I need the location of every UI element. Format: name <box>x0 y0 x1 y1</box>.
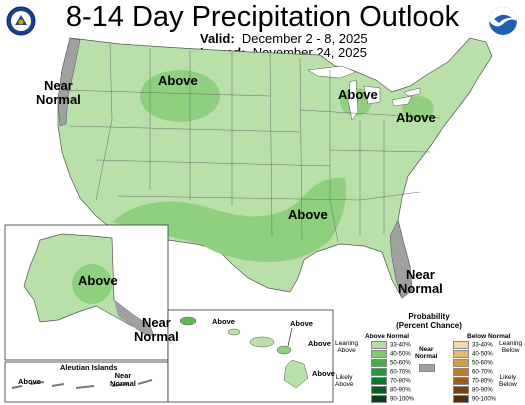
legend-above-row: 60-70% <box>371 368 411 376</box>
legend-above-swatch <box>371 350 387 358</box>
legend-below-row: 80-90% <box>453 386 493 394</box>
florida-near-normal-area <box>389 219 413 299</box>
legend-above-label: 40-50% <box>390 351 411 358</box>
legend-above-row: 50-60% <box>371 359 411 367</box>
legend-above-label: 80-90% <box>390 387 411 394</box>
label-florida-near-normal: Near Normal <box>398 267 443 296</box>
legend-likely-below: Likely Below <box>499 374 517 388</box>
legend-above-label: 90-100% <box>390 396 415 403</box>
legend-above-header: Above Normal <box>365 333 410 340</box>
legend-above-swatch <box>371 386 387 394</box>
hawaii-oahu <box>227 328 241 336</box>
legend-below-swatch <box>453 341 469 349</box>
mountain-above-area <box>140 70 220 122</box>
legend-below-swatch <box>453 377 469 385</box>
northeast-above-area <box>402 96 434 120</box>
legend-above-label: 70-80% <box>390 378 411 385</box>
legend-below-row: 70-80% <box>453 377 493 385</box>
legend-below-row: 33-40% <box>453 341 493 349</box>
legend-above-row: 33-40% <box>371 341 411 349</box>
valid-label: Valid: <box>200 31 235 46</box>
legend-below-row: 90-100% <box>453 395 496 403</box>
legend-below-swatch <box>453 368 469 376</box>
legend-below-row: 50-60% <box>453 359 493 367</box>
hawaii-maui-group <box>249 336 275 348</box>
legend-above-row: 40-50% <box>371 350 411 358</box>
legend-below-label: 70-80% <box>472 378 493 385</box>
doc-seal-icon <box>6 6 36 36</box>
state-borders <box>61 43 441 243</box>
label-aleutian-above: Above <box>18 377 41 386</box>
label-great-lakes-above: Above <box>338 87 378 102</box>
legend-below-swatch <box>453 386 469 394</box>
legend-above-label: 50-60% <box>390 360 411 367</box>
legend-below-row: 40-50% <box>453 350 493 358</box>
legend-below-label: 40-50% <box>472 351 493 358</box>
label-hawaii-above-2: Above <box>308 339 331 348</box>
west-near-normal-area <box>57 37 81 127</box>
legend-leaning-above: Leaning Above <box>335 340 359 354</box>
legend-below-label: 33-40% <box>472 342 493 349</box>
legend-below-swatch <box>453 350 469 358</box>
legend-near-header: Near Normal <box>415 346 438 360</box>
probability-legend: Probability (Percent Chance) Above Norma… <box>335 312 523 404</box>
legend-leaning-below: Leaning Below <box>499 340 523 354</box>
hawaii-kauai <box>179 316 197 326</box>
hawaii-pointer-line <box>287 327 293 347</box>
label-alaska-near-normal: Near Normal <box>134 315 179 344</box>
valid-value: December 2 - 8, 2025 <box>241 31 368 46</box>
legend-above-row: 90-100% <box>371 395 414 403</box>
hawaii-big-island <box>283 359 309 389</box>
legend-below-label: 80-90% <box>472 387 493 394</box>
label-west-near-normal: Near Normal <box>36 79 81 107</box>
legend-below-label: 90-100% <box>472 396 497 403</box>
legend-above-row: 80-90% <box>371 386 411 394</box>
legend-near-swatch <box>419 364 435 372</box>
legend-above-row: 70-80% <box>371 377 411 385</box>
legend-above-label: 60-70% <box>390 369 411 376</box>
label-northeast-above: Above <box>396 110 436 125</box>
legend-above-swatch <box>371 341 387 349</box>
great-lakes-water <box>307 65 421 121</box>
legend-below-row: 60-70% <box>453 368 493 376</box>
label-hawaii-above-1: Above <box>290 319 313 328</box>
label-aleutian-title: Aleutian Islands <box>60 363 118 372</box>
legend-below-header: Below Normal <box>467 333 511 340</box>
label-west-near-normal-text: Near Normal <box>36 78 81 107</box>
legend-above-swatch <box>371 359 387 367</box>
legend-below-swatch <box>453 359 469 367</box>
label-hawaii-kauai-above: Above <box>212 317 235 326</box>
legend-above-swatch <box>371 377 387 385</box>
label-south-above: Above <box>288 207 328 222</box>
legend-above-swatch <box>371 368 387 376</box>
legend-title: Probability (Percent Chance) <box>396 312 462 330</box>
aleutian-islands-shape <box>11 379 153 389</box>
legend-above-swatch <box>371 395 387 403</box>
alaska-above-area <box>72 264 112 304</box>
label-alaska-above: Above <box>78 273 118 288</box>
noaa-logo-icon <box>489 7 517 35</box>
label-aleutian-near-normal: Near Normal <box>110 371 136 388</box>
hawaii-maui <box>276 345 292 355</box>
alaska-panhandle-near-normal <box>114 300 154 336</box>
legend-above-label: 33-40% <box>390 342 411 349</box>
label-hawaii-above-3: Above <box>312 369 335 378</box>
label-mountain-above: Above <box>158 73 198 88</box>
legend-below-swatch <box>453 395 469 403</box>
legend-likely-above: Likely Above <box>335 374 354 388</box>
valid-line: Valid: December 2 - 8, 2025 <box>200 31 368 46</box>
hawaii-inset-frame <box>167 309 334 403</box>
legend-below-label: 60-70% <box>472 369 493 376</box>
page-title: 8-14 Day Precipitation Outlook <box>65 1 460 33</box>
legend-below-label: 50-60% <box>472 360 493 367</box>
aleutian-inset-frame <box>4 361 169 403</box>
south-above-area <box>112 177 346 262</box>
